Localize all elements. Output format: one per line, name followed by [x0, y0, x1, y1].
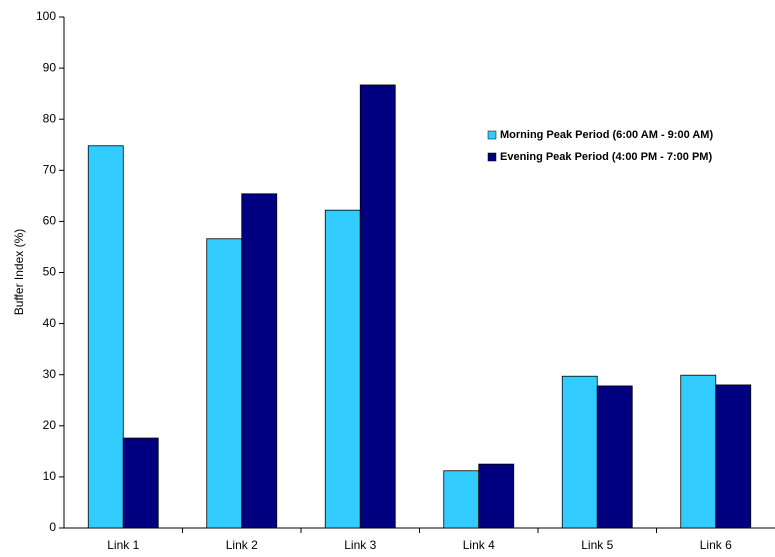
x-tick-label: Link 6: [700, 538, 732, 552]
bar: [561, 375, 598, 529]
bar: [443, 470, 480, 529]
y-tick-label: 90: [43, 60, 57, 74]
legend-label: Evening Peak Period (4:00 PM - 7:00 PM): [500, 151, 712, 163]
bar: [478, 463, 515, 529]
legend-swatch: [487, 130, 497, 140]
y-tick-label: 50: [43, 265, 57, 279]
y-tick-label: 10: [43, 469, 57, 483]
y-tick-label: 40: [43, 316, 57, 330]
y-tick-label: 70: [43, 162, 57, 176]
legend-label: Morning Peak Period (6:00 AM - 9:00 AM): [500, 129, 713, 141]
x-tick-label: Link 2: [226, 538, 258, 552]
x-tick-label: Link 3: [344, 538, 376, 552]
x-tick-label: Link 1: [107, 538, 139, 552]
legend-swatch: [487, 152, 497, 162]
y-tick-label: 20: [43, 418, 57, 432]
bar: [324, 209, 361, 529]
x-tick-label: Link 4: [463, 538, 495, 552]
bar: [596, 385, 633, 529]
bar: [241, 193, 278, 529]
y-tick-label: 100: [36, 9, 56, 23]
y-tick-label: 80: [43, 111, 57, 125]
bar: [87, 145, 124, 529]
bar: [122, 437, 159, 529]
y-tick-label: 30: [43, 367, 57, 381]
y-axis-label: Buffer Index (%): [12, 229, 26, 315]
bar: [359, 84, 396, 529]
bar: [206, 238, 243, 529]
x-tick-label: Link 5: [581, 538, 613, 552]
bar: [715, 384, 752, 529]
y-tick-label: 0: [49, 520, 56, 534]
bar: [680, 374, 717, 529]
y-tick-label: 60: [43, 214, 57, 228]
